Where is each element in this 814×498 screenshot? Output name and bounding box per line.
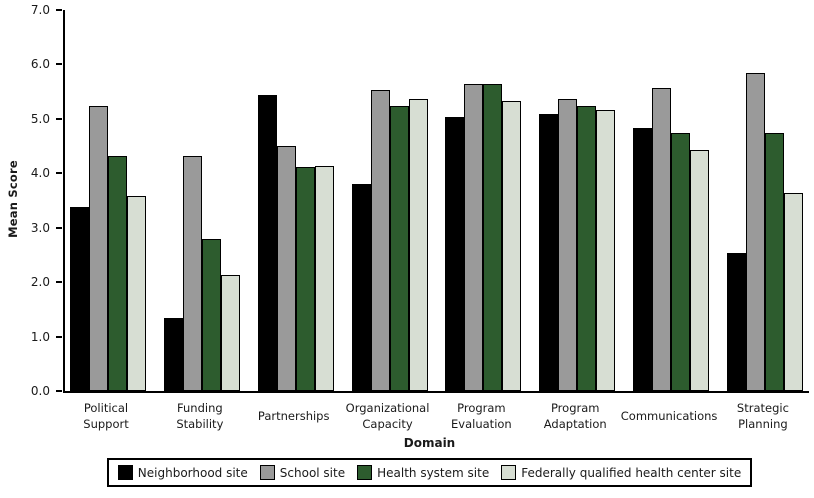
y-tick-label: 0.0 (30, 384, 50, 398)
y-tick-mark (56, 9, 62, 11)
legend-container: Neighborhood site School site Health syste… (63, 458, 796, 487)
y-tick-label: 4.0 (30, 166, 50, 181)
bar (690, 150, 710, 391)
bar (220, 275, 240, 391)
x-category-label-line: Strategic (736, 401, 789, 415)
x-category-label: Program Evaluation (443, 399, 519, 433)
legend-item: Health system site (357, 465, 489, 480)
y-axis: 0.0 1.0 2.0 3.0 4.0 5.0 6.0 7.0 (0, 3, 63, 398)
x-category-label: Political Support (68, 399, 144, 433)
bar-group (726, 73, 803, 391)
bar (783, 193, 803, 391)
bar (483, 84, 503, 391)
y-tick-label: 5.0 (30, 111, 50, 126)
x-category-label: Communications (621, 399, 718, 433)
bar (745, 73, 765, 391)
x-category-label-line: Capacity (362, 417, 413, 431)
x-axis-category-labels: Political Support Funding Stability Partners… (63, 399, 807, 433)
bar (70, 207, 89, 391)
y-tick-mark (56, 63, 62, 66)
bar (295, 167, 315, 391)
legend-swatch (357, 465, 373, 480)
bar-group (351, 90, 428, 391)
bar (182, 156, 202, 391)
legend: Neighborhood site School site Health syste… (106, 458, 753, 487)
x-category-label-line: Program (457, 401, 506, 415)
bar (726, 253, 746, 391)
bar (108, 156, 127, 391)
bar (764, 133, 784, 391)
legend-swatch (259, 465, 275, 480)
bar (633, 128, 653, 391)
x-category-label-line: Communications (620, 409, 718, 423)
x-category-label-line: Organizational (345, 401, 430, 415)
bar (314, 166, 334, 391)
bar (257, 95, 277, 391)
x-category-label-line: Partnerships (257, 409, 330, 423)
legend-item: Neighborhood site (117, 465, 248, 480)
bar-group (445, 84, 522, 391)
x-category-label: Program Adaptation (537, 399, 613, 433)
bar (502, 101, 522, 391)
bar (577, 106, 597, 391)
y-tick-label: 1.0 (30, 329, 50, 344)
legend-swatch (117, 465, 133, 480)
x-category-label: Partnerships (256, 399, 332, 433)
x-category-label-line: Support (83, 417, 129, 431)
x-category-label-line: Adaptation (543, 417, 607, 431)
y-tick-mark (56, 335, 62, 338)
legend-label: Health system site (377, 465, 490, 480)
y-tick-label: 2.0 (30, 275, 50, 290)
y-tick-mark (56, 117, 62, 120)
plot-area (63, 10, 809, 393)
bar (464, 84, 484, 391)
bar (163, 318, 183, 391)
bar (370, 90, 390, 391)
bar-group (70, 106, 146, 391)
bar-group (539, 99, 616, 391)
bar (408, 99, 428, 391)
bar (539, 114, 559, 391)
bar (276, 146, 296, 391)
x-category-label: Organizational Capacity (346, 399, 430, 433)
bar (558, 99, 578, 391)
x-axis-title: Domain (403, 436, 456, 450)
bar (445, 117, 465, 391)
legend-label: School site (279, 465, 346, 480)
x-category-label-line: Funding (177, 401, 223, 415)
y-tick-mark (56, 390, 62, 392)
y-tick-label: 3.0 (30, 220, 50, 235)
x-category-label-line: Evaluation (451, 417, 512, 431)
x-category-label-line: Program (550, 401, 600, 415)
y-tick-label: 6.0 (30, 57, 50, 72)
bar (671, 133, 691, 391)
legend-swatch (501, 465, 517, 480)
legend-item: Federally qualified health center site (501, 465, 741, 480)
bar-group (163, 156, 240, 391)
legend-label: Federally qualified health center site (521, 465, 742, 480)
bar (201, 239, 221, 391)
y-tick-mark (56, 281, 62, 284)
x-category-label: Strategic Planning (725, 399, 801, 433)
bar-group (633, 88, 710, 391)
bar (127, 196, 146, 391)
y-tick-mark (56, 226, 62, 229)
legend-label: Neighborhood site (137, 465, 248, 480)
x-category-label-line: Stability (176, 417, 224, 431)
bar (596, 110, 616, 391)
bar (89, 106, 108, 391)
bar (351, 184, 371, 391)
bar (389, 106, 409, 391)
y-tick-mark (56, 172, 62, 175)
x-category-label-line: Political (83, 401, 129, 415)
x-category-label: Funding Stability (162, 399, 238, 433)
bar (652, 88, 672, 391)
bar-group (257, 95, 334, 391)
y-tick-label: 7.0 (30, 3, 50, 17)
legend-item: School site (259, 465, 346, 480)
x-category-label-line: Planning (738, 417, 788, 431)
